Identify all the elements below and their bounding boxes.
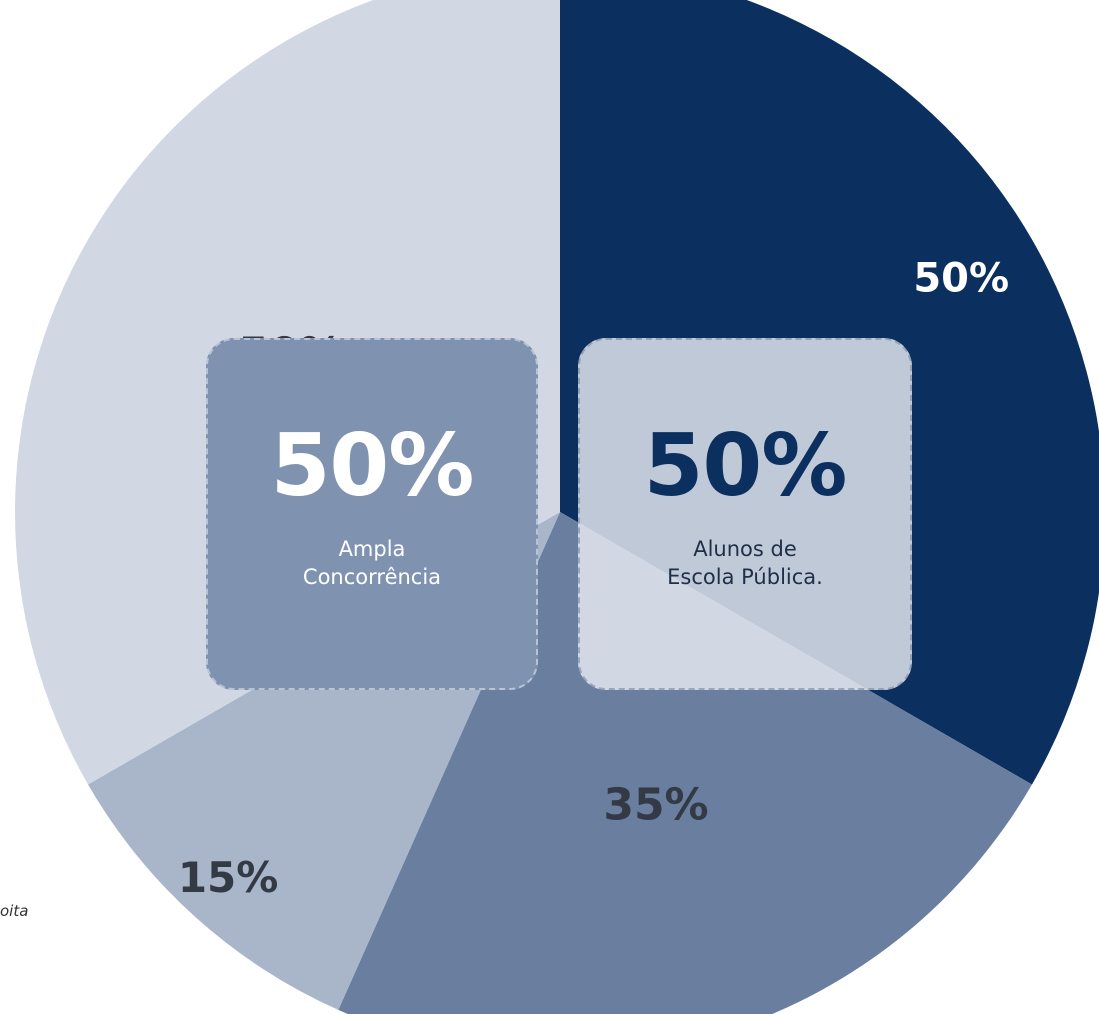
escola-publica-percent: 50% — [643, 416, 848, 516]
pie-slice-label-1: 50% — [913, 255, 1009, 301]
ampla-concorrencia-label-line2: Concorrência — [302, 565, 442, 589]
escola-publica-label-line1: Alunos de — [693, 537, 797, 561]
escola-publica-box: 50% Alunos de Escola Pública. — [578, 338, 912, 690]
ampla-concorrencia-box: 50% Ampla Concorrência — [206, 338, 538, 690]
cropped-text-fragment: oita — [0, 902, 29, 920]
pie-slice-label-3: 15% — [178, 853, 279, 902]
ampla-concorrencia-percent: 50% — [270, 416, 475, 516]
escola-publica-label-line2: Escola Pública. — [667, 565, 823, 589]
pie-slice-label-2: 35% — [603, 779, 708, 830]
ampla-concorrencia-label-line1: Ampla — [338, 537, 406, 561]
